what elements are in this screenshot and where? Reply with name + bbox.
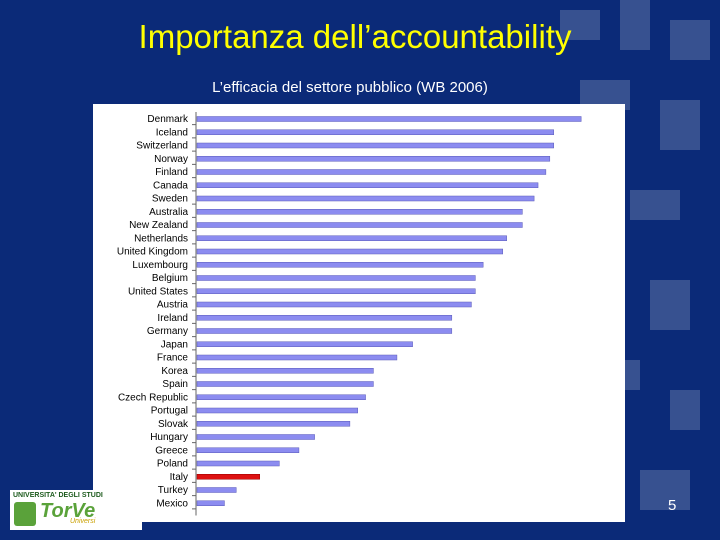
bar-netherlands — [196, 235, 507, 241]
tick-label: United Kingdom — [117, 247, 188, 258]
bar-chart: Denmark Iceland Switzerland Norway Finland Ca… — [117, 112, 582, 516]
logo-sub-text: Universi — [70, 518, 96, 525]
tick-label: Ireland — [157, 313, 188, 324]
tick-label: Belgium — [152, 273, 188, 284]
bar-denmark — [196, 116, 582, 122]
bar-united-kingdom — [196, 248, 504, 255]
bar-hungary — [196, 434, 315, 440]
tick-label: Australia — [149, 207, 188, 218]
bar-italy — [196, 474, 260, 480]
university-logo: UNIVERSITA' DEGLI STUDI TorVe Universi — [10, 490, 142, 530]
bar-canada — [196, 182, 539, 188]
tick-label: Denmark — [147, 114, 189, 125]
slide-title: Importanza dell’accountability — [138, 18, 572, 55]
bar-norway — [196, 156, 551, 162]
tick-label: New Zealand — [129, 220, 188, 231]
tick-label: Slovak — [158, 419, 189, 430]
logo-top-text: UNIVERSITA' DEGLI STUDI — [13, 492, 103, 499]
tick-label: France — [157, 353, 189, 364]
bar-switzerland — [196, 142, 554, 149]
bar-new-zealand — [196, 222, 523, 228]
bar-france — [196, 354, 398, 361]
bar-portugal — [196, 407, 358, 414]
bar-iceland — [196, 129, 554, 135]
logo-mark-icon — [14, 502, 36, 526]
tick-label: Luxembourg — [132, 260, 188, 271]
tick-label: Korea — [161, 366, 188, 377]
bar-germany — [196, 328, 453, 334]
tick-label: Portugal — [151, 406, 188, 417]
page-number: 5 — [668, 497, 677, 514]
bar-japan — [196, 341, 413, 347]
bar-finland — [196, 169, 547, 175]
slide-subtitle: L’efficacia del settore pubblico (WB 200… — [212, 79, 488, 96]
tick-label: Hungary — [150, 432, 188, 443]
bar-ireland — [196, 315, 453, 321]
tick-label: Canada — [153, 180, 188, 191]
tick-label: Austria — [157, 300, 189, 311]
tick-label: Iceland — [156, 127, 188, 138]
tick-label: Switzerland — [136, 141, 188, 152]
bar-belgium — [196, 275, 476, 281]
bar-greece — [196, 447, 300, 453]
bar-poland — [196, 460, 280, 467]
bar-korea — [196, 368, 374, 374]
bar-czech-republic — [196, 394, 366, 400]
tick-label: Sweden — [152, 194, 188, 205]
bar-slovak — [196, 421, 351, 427]
tick-label: Japan — [161, 339, 188, 350]
tick-label: United States — [128, 286, 188, 297]
bar-turkey — [196, 487, 237, 493]
bar-luxembourg — [196, 262, 484, 268]
bar-sweden — [196, 195, 535, 202]
bar-austria — [196, 301, 472, 308]
tick-label: Turkey — [158, 485, 188, 496]
chart-panel: Denmark Iceland Switzerland Norway Finland Ca… — [93, 104, 625, 522]
tick-label: Spain — [162, 379, 188, 390]
logo-word: TorVe — [40, 500, 96, 522]
tick-label: Netherlands — [134, 233, 188, 244]
tick-label: Finland — [155, 167, 188, 178]
tick-label: Mexico — [156, 498, 188, 509]
tick-label: Norway — [154, 154, 188, 165]
bar-united-states — [196, 288, 476, 294]
tick-label: Poland — [157, 459, 188, 470]
bar-spain — [196, 381, 374, 387]
bar-australia — [196, 209, 523, 215]
tick-label: Czech Republic — [118, 392, 188, 403]
bar-mexico — [196, 500, 225, 506]
tick-label: Germany — [147, 326, 188, 337]
tick-label: Greece — [155, 445, 188, 456]
tick-label: Italy — [170, 472, 188, 483]
